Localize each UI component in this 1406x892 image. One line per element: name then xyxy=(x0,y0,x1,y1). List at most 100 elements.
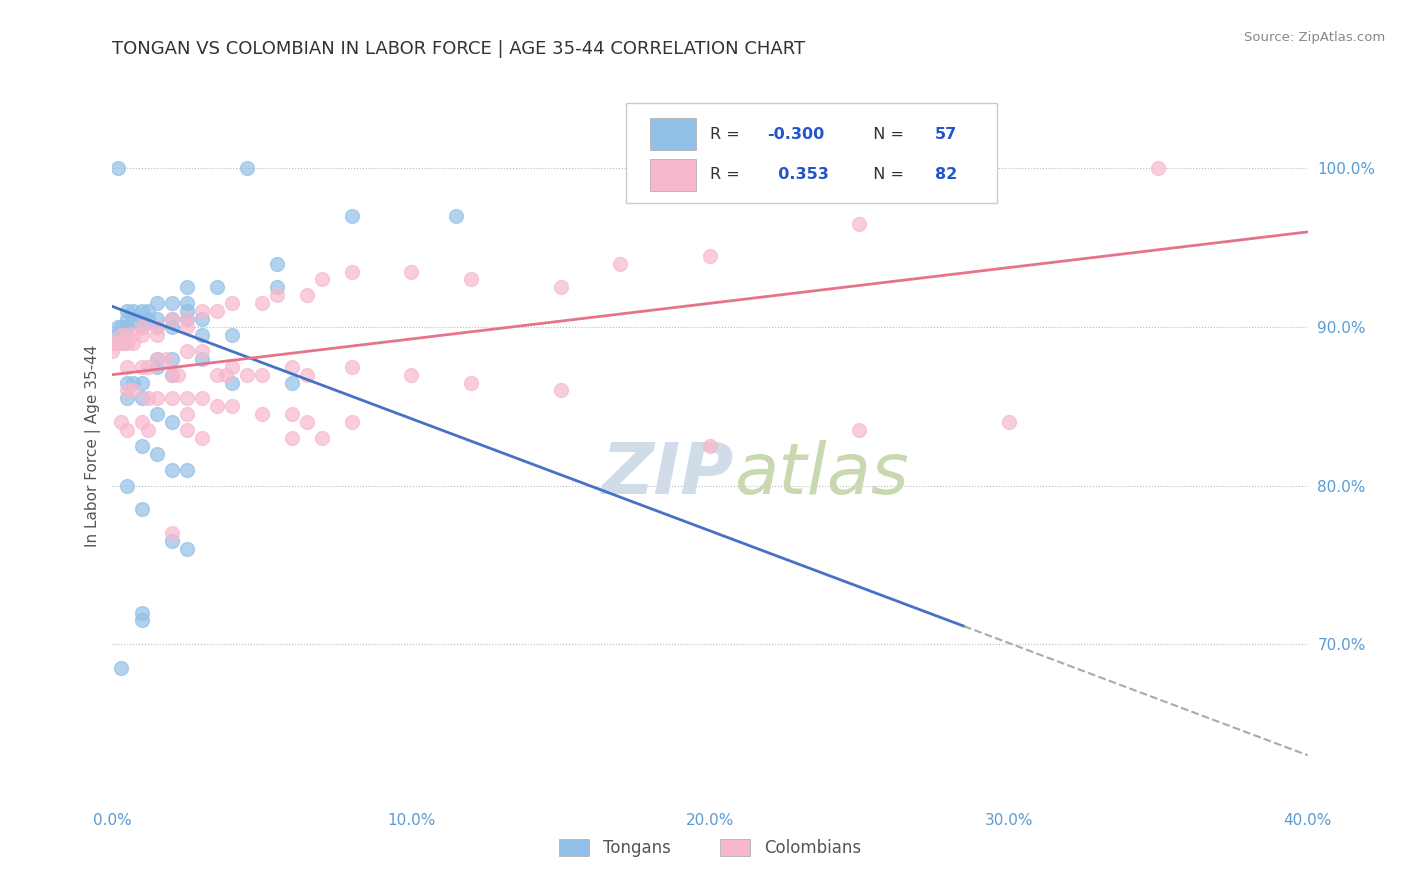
Point xyxy=(250,296,273,310)
Point xyxy=(146,392,169,406)
Point xyxy=(146,351,169,366)
Point xyxy=(311,431,333,445)
Point xyxy=(155,351,177,366)
Point xyxy=(281,431,304,445)
Point xyxy=(117,312,139,326)
Point xyxy=(131,312,153,326)
Point xyxy=(122,328,145,343)
Point xyxy=(191,343,214,358)
Point xyxy=(110,335,132,350)
Point xyxy=(699,249,721,263)
Point xyxy=(114,328,135,343)
Point xyxy=(609,257,631,271)
Point xyxy=(221,328,243,343)
Point xyxy=(138,423,160,437)
Point xyxy=(107,320,129,334)
Point xyxy=(340,264,363,278)
Point xyxy=(138,312,160,326)
Point xyxy=(236,368,259,382)
Text: 82: 82 xyxy=(935,168,957,182)
Point xyxy=(191,304,214,318)
Point xyxy=(110,661,132,675)
Point xyxy=(122,312,145,326)
Point xyxy=(699,439,721,453)
Point xyxy=(146,296,169,310)
Point xyxy=(110,328,132,343)
Point xyxy=(266,288,288,302)
Point xyxy=(138,304,160,318)
Point xyxy=(340,359,363,374)
Point xyxy=(311,272,333,286)
Point xyxy=(146,359,169,374)
Point xyxy=(221,359,243,374)
Point xyxy=(138,392,160,406)
Text: R =: R = xyxy=(710,168,745,182)
Point xyxy=(162,312,183,326)
Point xyxy=(176,392,198,406)
Text: Source: ZipAtlas.com: Source: ZipAtlas.com xyxy=(1244,31,1385,45)
Point xyxy=(250,407,273,421)
Point xyxy=(117,304,139,318)
Text: N =: N = xyxy=(863,168,910,182)
Point xyxy=(848,217,870,231)
Bar xyxy=(650,118,696,150)
Point xyxy=(162,296,183,310)
Point xyxy=(131,328,153,343)
Point xyxy=(176,312,198,326)
Point xyxy=(117,392,139,406)
Point xyxy=(131,606,153,620)
Point xyxy=(998,415,1021,429)
Point xyxy=(122,335,145,350)
Point xyxy=(295,368,318,382)
Point xyxy=(444,209,467,223)
Point xyxy=(117,335,139,350)
Point xyxy=(110,415,132,429)
Point xyxy=(131,415,153,429)
Text: atlas: atlas xyxy=(734,440,908,509)
Point xyxy=(162,368,183,382)
Point xyxy=(221,296,243,310)
Point xyxy=(131,320,153,334)
Point xyxy=(107,161,129,176)
Point xyxy=(176,320,198,334)
Y-axis label: In Labor Force | Age 35-44: In Labor Force | Age 35-44 xyxy=(86,345,101,547)
Point xyxy=(117,359,139,374)
Point xyxy=(266,280,288,294)
Point xyxy=(162,463,183,477)
Point xyxy=(176,312,198,326)
Point xyxy=(146,407,169,421)
Text: N =: N = xyxy=(863,127,910,142)
Point xyxy=(460,376,482,390)
Point xyxy=(122,376,145,390)
Point xyxy=(266,257,288,271)
Point xyxy=(340,415,363,429)
Point xyxy=(340,209,363,223)
Point xyxy=(131,320,153,334)
Point xyxy=(114,335,135,350)
Point xyxy=(236,161,259,176)
Point xyxy=(460,272,482,286)
Point xyxy=(110,320,132,334)
Point xyxy=(221,376,243,390)
Point xyxy=(162,351,183,366)
Text: TONGAN VS COLOMBIAN IN LABOR FORCE | AGE 35-44 CORRELATION CHART: TONGAN VS COLOMBIAN IN LABOR FORCE | AGE… xyxy=(112,40,806,58)
Point xyxy=(162,415,183,429)
Text: 0.353: 0.353 xyxy=(768,168,830,182)
Point xyxy=(107,335,129,350)
Point xyxy=(295,288,318,302)
Point xyxy=(131,359,153,374)
Point xyxy=(281,359,304,374)
Text: -0.300: -0.300 xyxy=(768,127,825,142)
Point xyxy=(131,614,153,628)
Point xyxy=(205,304,228,318)
Point xyxy=(117,423,139,437)
Point xyxy=(401,264,423,278)
Point xyxy=(176,296,198,310)
Point xyxy=(281,407,304,421)
Text: R =: R = xyxy=(710,127,745,142)
Point xyxy=(162,312,183,326)
Point xyxy=(117,328,139,343)
Point xyxy=(107,335,129,350)
Point xyxy=(191,392,214,406)
Point xyxy=(122,384,145,398)
